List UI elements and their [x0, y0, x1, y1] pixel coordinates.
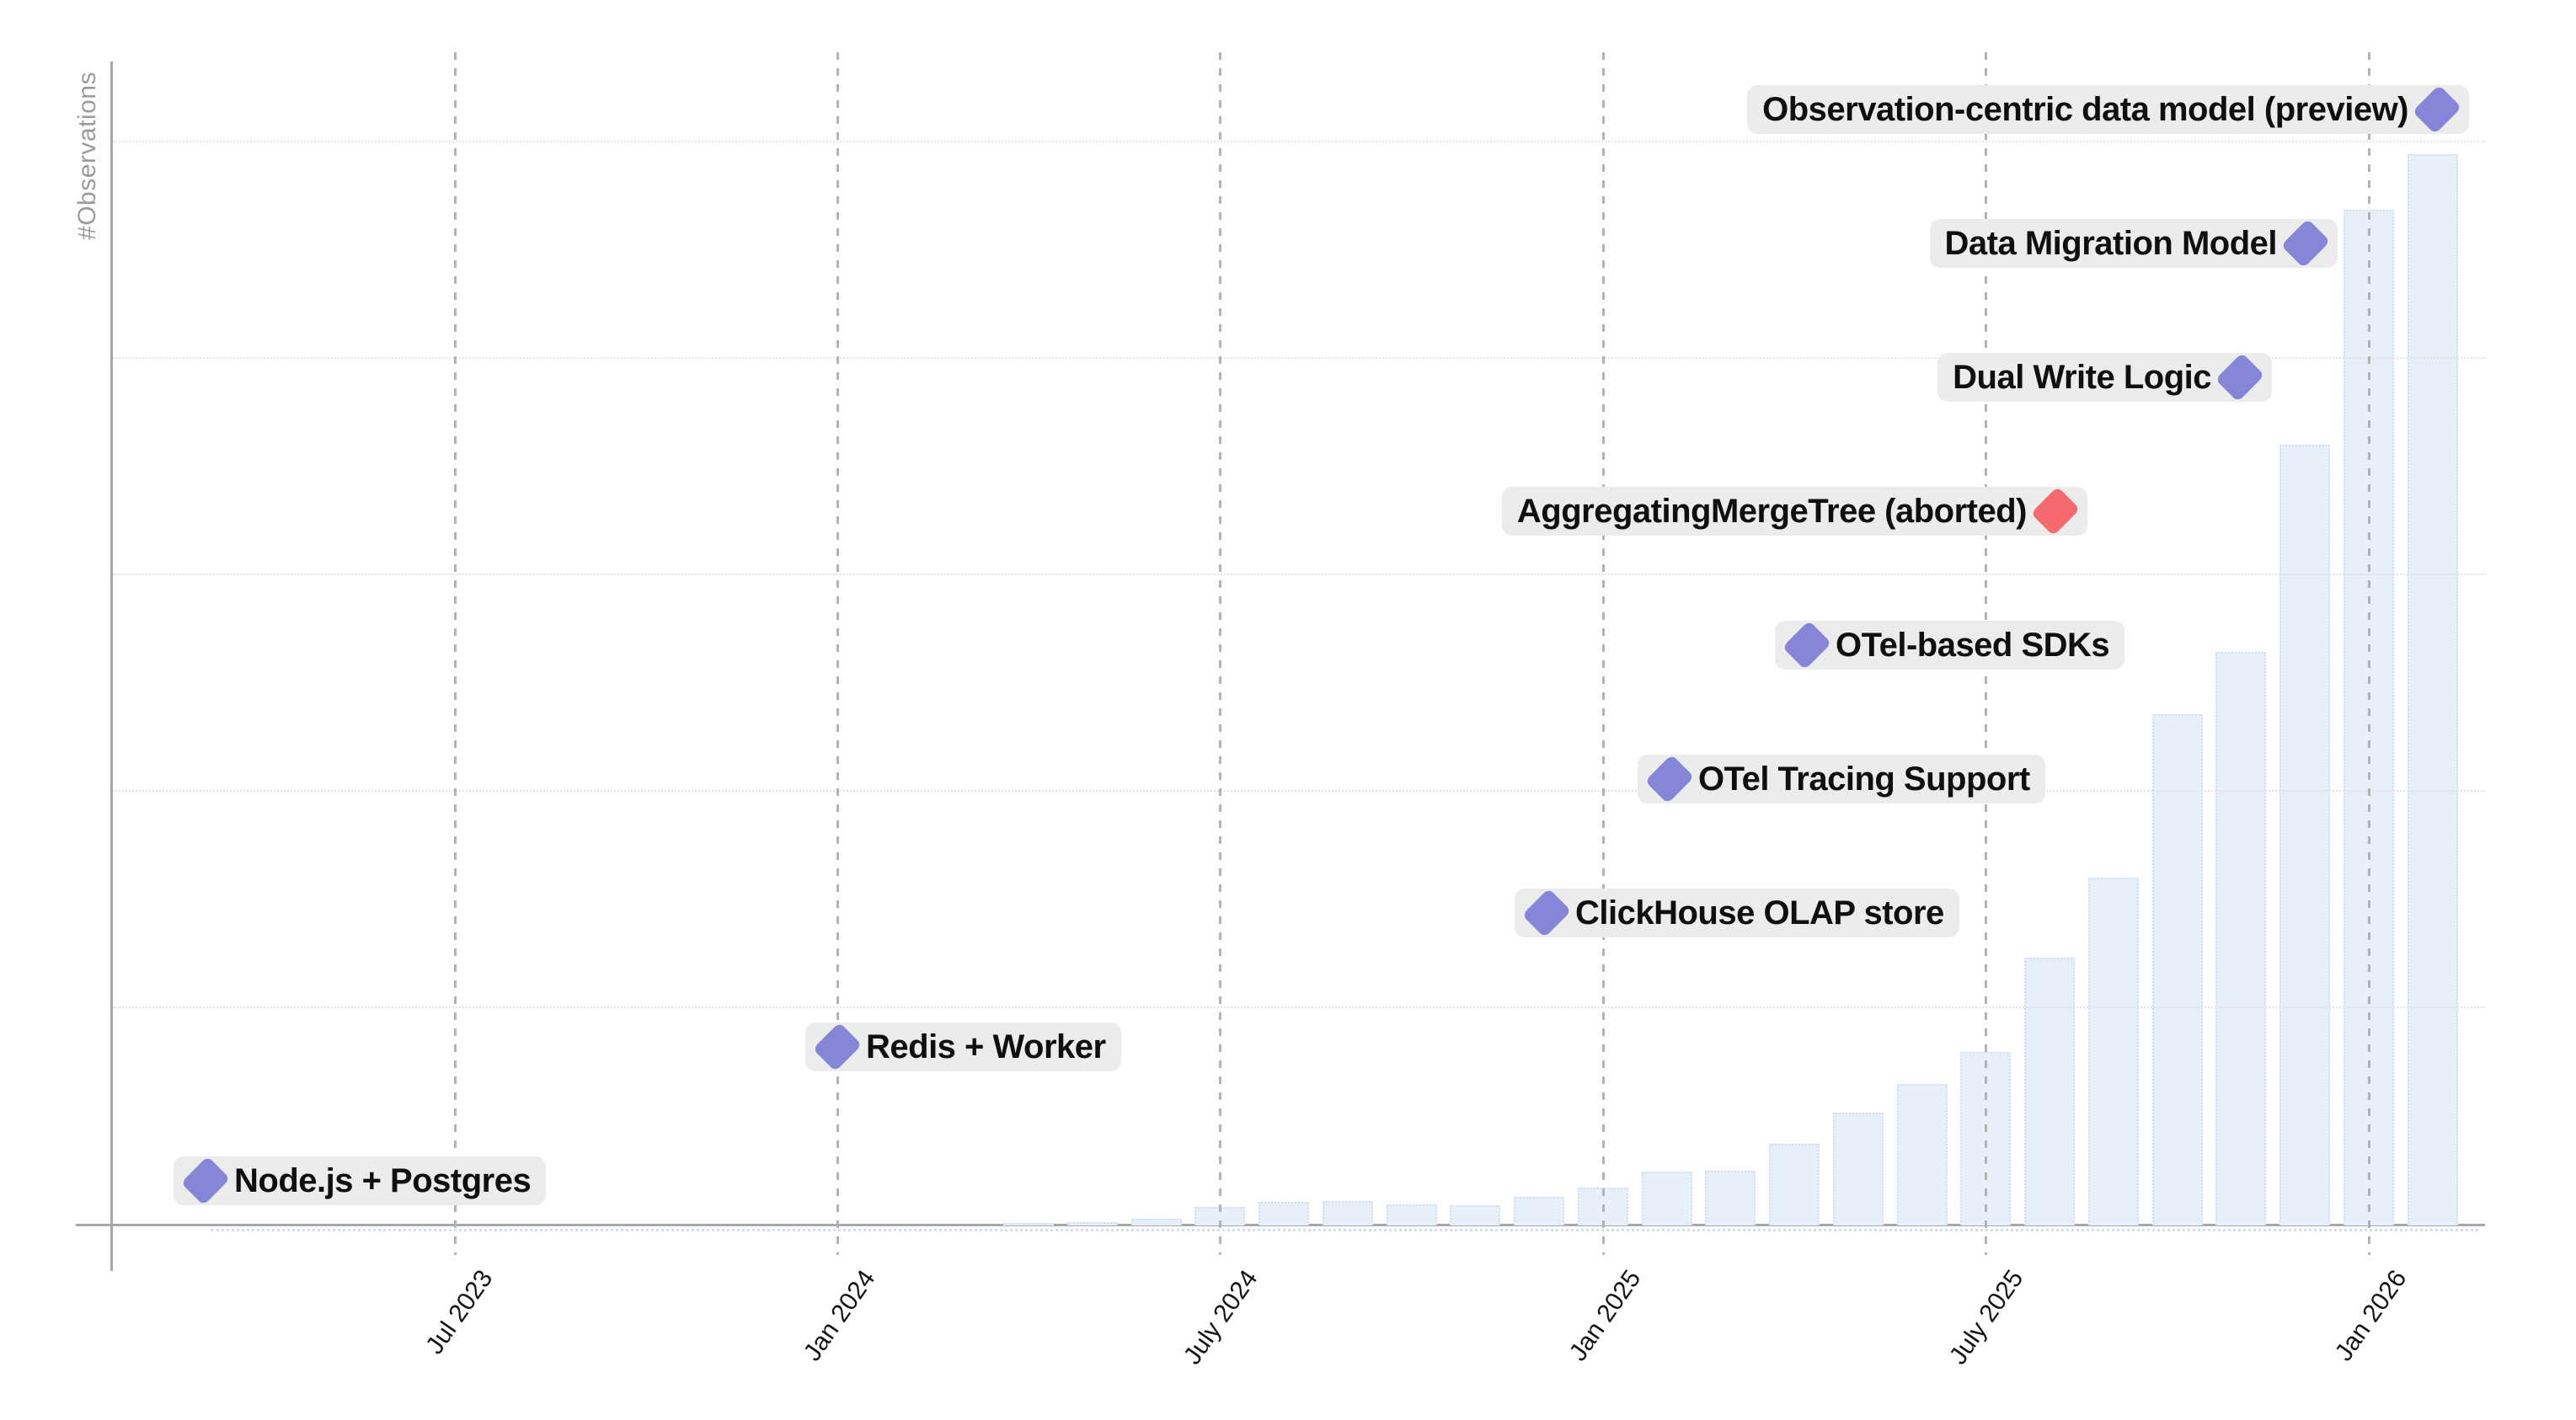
milestone-pill: OTel Tracing Support [1638, 754, 2045, 804]
milestone-pill: Dual Write Logic [1937, 352, 2272, 403]
milestone-pill: ClickHouse OLAP store [1515, 888, 1959, 938]
bar [2151, 714, 2203, 1225]
milestone-label: ClickHouse OLAP store [1575, 894, 1944, 932]
milestone-label: OTel Tracing Support [1698, 760, 2030, 798]
bar [1514, 1197, 1564, 1225]
milestone-diamond-icon [1644, 754, 1695, 804]
milestone-pill: Data Migration Model [1929, 218, 2338, 269]
diamond-box [812, 1022, 863, 1072]
bar [2215, 652, 2267, 1225]
bar [1641, 1172, 1692, 1225]
bar [1896, 1084, 1948, 1225]
bar [1322, 1201, 1373, 1225]
diamond-box [2030, 486, 2081, 537]
gridline-vertical [836, 52, 839, 1255]
x-tick-label: Jan 2024 [798, 1265, 881, 1367]
milestone-diamond-icon [1521, 888, 1572, 938]
x-tick-label: Jul 2023 [420, 1265, 499, 1359]
bar [1769, 1144, 1820, 1225]
gridline-horizontal [113, 574, 2485, 575]
milestone-label: Dual Write Logic [1953, 358, 2211, 396]
gridline-vertical [454, 52, 457, 1255]
diamond-box [2412, 84, 2462, 135]
diamond-box [2215, 352, 2265, 403]
bar [1386, 1204, 1437, 1225]
diamond-box [180, 1156, 231, 1206]
milestone-diamond-icon [2412, 84, 2462, 135]
milestone-pill: Redis + Worker [805, 1022, 1121, 1072]
gridline-horizontal [113, 141, 2485, 142]
bar [1003, 1223, 1054, 1225]
diamond-box [1782, 620, 1832, 670]
x-tick-label: Jan 2026 [2329, 1265, 2413, 1367]
gridline-horizontal [113, 790, 2485, 792]
gridline-vertical [1602, 52, 1605, 1255]
bar [1705, 1171, 1756, 1225]
milestone-pill: Node.js + Postgres [174, 1156, 547, 1206]
milestone-label: Redis + Worker [866, 1028, 1106, 1065]
bar [1259, 1202, 1309, 1225]
bar [2407, 154, 2458, 1225]
milestone-label: OTel-based SDKs [1836, 626, 2110, 664]
milestone-diamond-icon [2030, 486, 2081, 537]
milestone-diamond-icon [2280, 218, 2331, 269]
bar [1066, 1222, 1118, 1225]
bar [1450, 1205, 1501, 1225]
gridline-horizontal [113, 1006, 2485, 1008]
milestone-pill: AggregatingMergeTree (aborted) [1501, 486, 2087, 537]
gridline-vertical [2368, 52, 2370, 1255]
zero-dotted-line [211, 1229, 2478, 1231]
gridline-horizontal [113, 357, 2485, 359]
milestone-label: Node.js + Postgres [234, 1161, 532, 1199]
x-tick-label: Jan 2025 [1563, 1265, 1647, 1367]
x-tick-label: July 2025 [1943, 1265, 2029, 1370]
milestone-label: Observation-centric data model (preview) [1762, 90, 2408, 128]
diamond-box [2280, 218, 2331, 269]
milestone-diamond-icon [2215, 352, 2265, 403]
diamond-box [1644, 754, 1695, 804]
milestone-label: Data Migration Model [1944, 224, 2278, 262]
milestone-diamond-icon [180, 1156, 231, 1206]
y-axis-line [110, 61, 113, 1271]
milestone-pill: Observation-centric data model (preview) [1747, 84, 2469, 135]
bar [1832, 1113, 1884, 1225]
bar [1130, 1219, 1182, 1225]
milestone-diamond-icon [812, 1022, 863, 1072]
milestone-diamond-icon [1782, 620, 1832, 670]
milestone-label: AggregatingMergeTree (aborted) [1516, 492, 2028, 530]
x-tick-label: July 2024 [1178, 1265, 1264, 1370]
bar [2279, 445, 2330, 1225]
diamond-box [1521, 888, 1572, 938]
bar [2087, 878, 2139, 1225]
milestone-pill: OTel-based SDKs [1775, 620, 2125, 670]
bar [2024, 958, 2075, 1225]
gridline-vertical [1219, 52, 1221, 1255]
